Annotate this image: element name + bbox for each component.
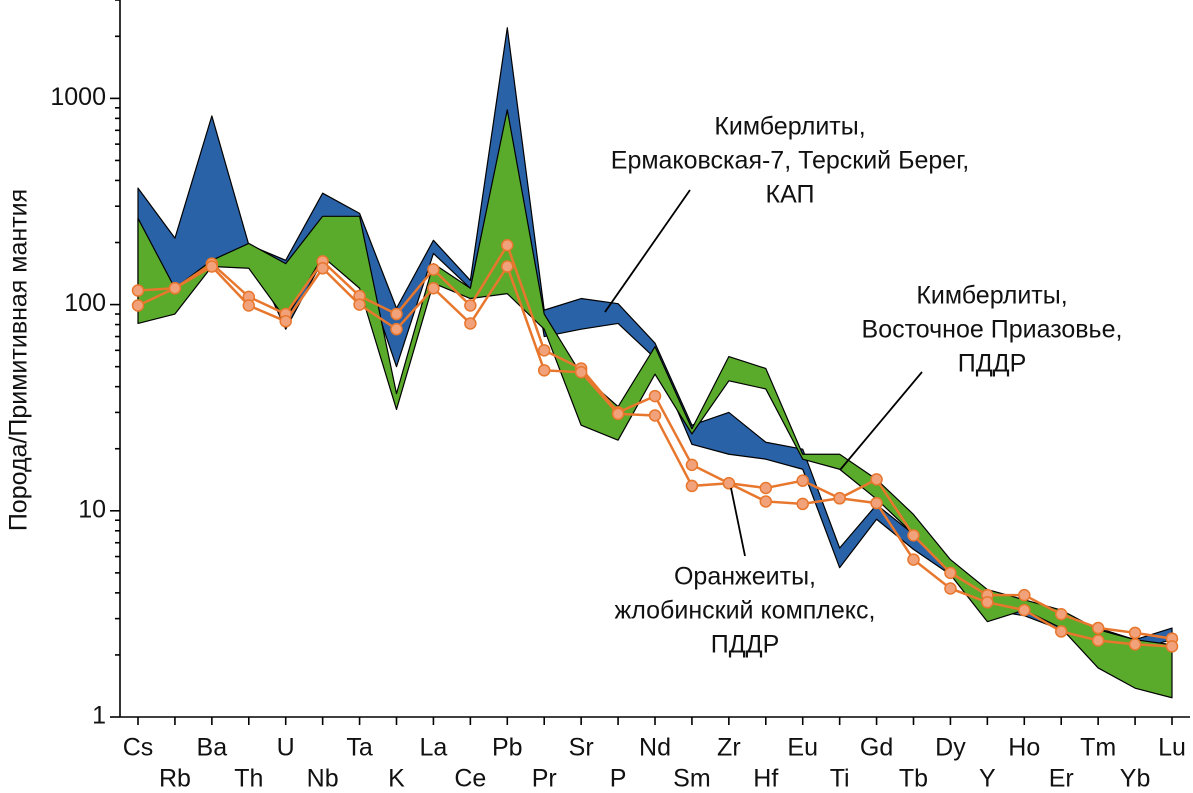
point-marker xyxy=(1054,625,1068,638)
y-tick-label: 1 xyxy=(92,702,106,730)
x-tick-label: Pr xyxy=(532,765,557,793)
x-tick-label: Zr xyxy=(717,734,741,762)
x-tick-label: Hf xyxy=(753,765,778,793)
point-marker xyxy=(353,298,366,311)
x-tick-label: Th xyxy=(234,765,263,793)
annotation-text: Оранжеиты, xyxy=(674,563,816,591)
point-marker xyxy=(574,365,588,379)
point-marker xyxy=(501,238,514,252)
point-marker xyxy=(907,529,920,542)
point-marker xyxy=(1054,607,1068,621)
point-marker xyxy=(1165,640,1179,653)
y-tick-label: 10 xyxy=(78,495,106,523)
x-tick-label: Gd xyxy=(860,734,893,762)
point-marker xyxy=(464,317,477,330)
point-marker xyxy=(944,566,957,580)
point-marker xyxy=(1091,634,1105,647)
point-marker xyxy=(685,458,699,472)
x-tick-label: Sm xyxy=(673,765,711,793)
point-marker xyxy=(316,262,329,275)
annotation-text: Кимберлиты, xyxy=(714,113,865,141)
point-marker xyxy=(1018,603,1031,617)
y-axis-label: Порода/Примитивная мантия xyxy=(5,189,33,531)
annotation-text: жлобинский комплекс, xyxy=(615,597,876,625)
point-marker xyxy=(390,322,403,336)
point-marker xyxy=(759,481,773,495)
point-marker xyxy=(537,364,551,377)
x-tick-label: Y xyxy=(979,765,996,793)
x-tick-label: Ba xyxy=(197,734,228,762)
x-tick-label: Ta xyxy=(346,734,373,762)
point-marker xyxy=(648,409,662,422)
annotation-pointer xyxy=(839,371,923,471)
x-tick-label: Ti xyxy=(830,765,850,793)
point-marker xyxy=(944,582,957,595)
point-marker xyxy=(796,497,809,511)
x-tick-label: Cs xyxy=(123,734,154,762)
point-marker xyxy=(427,263,440,276)
annotation-text: Ермаковская-7, Терский Берег, xyxy=(611,147,969,175)
x-tick-label: Ho xyxy=(1008,734,1040,762)
point-marker xyxy=(131,284,145,297)
annotation-text: Кимберлиты, xyxy=(916,282,1067,310)
y-tick-label: 1000 xyxy=(50,83,106,111)
point-marker xyxy=(833,492,846,505)
x-tick-label: Tm xyxy=(1080,734,1116,762)
x-tick-label: Dy xyxy=(935,734,966,762)
point-marker xyxy=(796,474,809,487)
point-marker xyxy=(685,479,699,493)
x-tick-label: Er xyxy=(1049,765,1074,793)
point-marker xyxy=(427,282,440,295)
x-tick-label: Ce xyxy=(454,765,486,793)
point-marker xyxy=(648,389,662,403)
point-marker xyxy=(1018,588,1031,602)
annotation-text: КАП xyxy=(766,181,815,209)
x-tick-label: U xyxy=(277,734,295,762)
point-marker xyxy=(464,299,477,312)
y-tick-label: 100 xyxy=(64,289,106,317)
x-tick-label: La xyxy=(420,734,448,762)
point-marker xyxy=(870,473,883,486)
x-tick-label: Sr xyxy=(569,734,594,762)
point-marker xyxy=(390,307,403,321)
x-tick-label: Lu xyxy=(1158,734,1186,762)
x-tick-label: P xyxy=(610,765,627,793)
point-marker xyxy=(981,596,994,609)
point-marker xyxy=(1128,626,1142,640)
x-tick-label: Rb xyxy=(159,765,191,793)
point-marker xyxy=(131,299,145,312)
x-tick-label: Nd xyxy=(639,734,671,762)
point-marker xyxy=(279,315,292,328)
annotation-pointer xyxy=(604,189,691,313)
annotation-text: ПДДР xyxy=(711,631,780,659)
point-marker xyxy=(501,260,514,273)
annotation-text: Восточное Приазовье, xyxy=(862,316,1123,344)
point-marker xyxy=(759,495,773,508)
annotation-text: ПДДР xyxy=(958,350,1027,378)
x-tick-label: Eu xyxy=(787,734,818,762)
point-marker xyxy=(907,553,920,566)
point-marker xyxy=(205,260,219,273)
x-tick-label: Tb xyxy=(899,765,928,793)
point-marker xyxy=(870,496,883,510)
x-tick-label: K xyxy=(388,765,405,793)
x-tick-label: Nb xyxy=(307,765,339,793)
point-marker xyxy=(242,299,256,312)
point-marker xyxy=(722,477,736,490)
x-tick-label: Yb xyxy=(1120,765,1151,793)
point-marker xyxy=(1128,638,1142,651)
x-tick-label: Pb xyxy=(492,734,523,762)
point-marker xyxy=(1091,621,1105,635)
point-marker xyxy=(168,282,182,295)
annotation-pointer xyxy=(730,487,746,557)
point-marker xyxy=(537,344,551,357)
point-marker xyxy=(611,407,625,421)
